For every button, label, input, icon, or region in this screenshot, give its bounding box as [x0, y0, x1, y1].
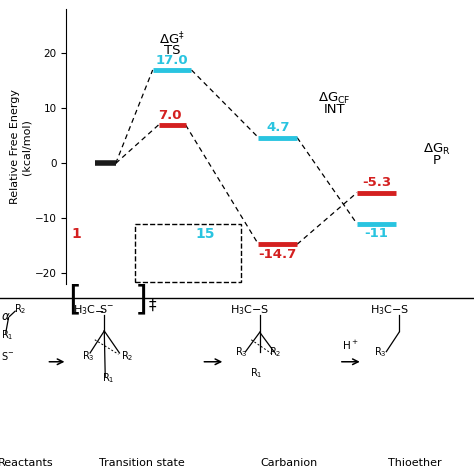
Text: $\ddagger$: $\ddagger$	[148, 297, 157, 313]
Text: H$^+$: H$^+$	[342, 339, 359, 352]
Text: R$_2$: R$_2$	[14, 302, 27, 316]
Text: $\Delta$G$_{\mathsf{CF}}$: $\Delta$G$_{\mathsf{CF}}$	[318, 91, 350, 106]
Text: R$_1$: R$_1$	[1, 328, 13, 342]
Text: 4.7: 4.7	[266, 121, 290, 134]
Text: TS: TS	[164, 44, 180, 57]
Text: P: P	[432, 154, 440, 167]
Text: $-$S: $-$S	[251, 303, 269, 315]
Text: INT: INT	[323, 102, 345, 116]
Text: R$_3$: R$_3$	[82, 349, 94, 364]
Text: -5.3: -5.3	[362, 176, 391, 189]
Bar	[135, 224, 241, 282]
Text: Carbanion: Carbanion	[261, 458, 318, 468]
Text: H$_3$C: H$_3$C	[73, 303, 95, 317]
Text: R$_1$: R$_1$	[102, 372, 114, 385]
Y-axis label: Relative Free Energy
(kcal/mol): Relative Free Energy (kcal/mol)	[10, 90, 32, 204]
Text: ]: ]	[135, 283, 148, 316]
Text: $-$S: $-$S	[391, 303, 409, 315]
Text: H$_3$C: H$_3$C	[230, 303, 253, 317]
Text: -11: -11	[365, 227, 388, 240]
Text: Reactants: Reactants	[0, 458, 54, 468]
Text: Transition state: Transition state	[100, 458, 185, 468]
Text: S$^{-}$: S$^{-}$	[99, 303, 113, 315]
Text: $\Delta$G$_{\mathsf{R}}$: $\Delta$G$_{\mathsf{R}}$	[422, 142, 450, 157]
Text: R$_2$: R$_2$	[269, 345, 282, 359]
Text: R$_3$: R$_3$	[374, 345, 387, 359]
Text: [: [	[68, 283, 81, 316]
Text: $\Delta$G$^{\ddagger}$: $\Delta$G$^{\ddagger}$	[159, 30, 185, 47]
Text: R$_1$: R$_1$	[250, 366, 263, 380]
Text: -14.7: -14.7	[259, 247, 297, 261]
Text: R$_3$: R$_3$	[235, 345, 247, 359]
Text: 7.0: 7.0	[159, 109, 182, 122]
Text: 1: 1	[72, 227, 82, 241]
Text: 15: 15	[195, 227, 214, 241]
Text: R$_2$: R$_2$	[121, 349, 133, 364]
Text: Thioether: Thioether	[388, 458, 442, 468]
Text: $-$: $-$	[94, 305, 104, 315]
Text: 17.0: 17.0	[156, 54, 188, 67]
Text: $\alpha$: $\alpha$	[1, 310, 10, 323]
Text: S$^{-}$: S$^{-}$	[1, 349, 14, 362]
Text: H$_3$C: H$_3$C	[370, 303, 392, 317]
